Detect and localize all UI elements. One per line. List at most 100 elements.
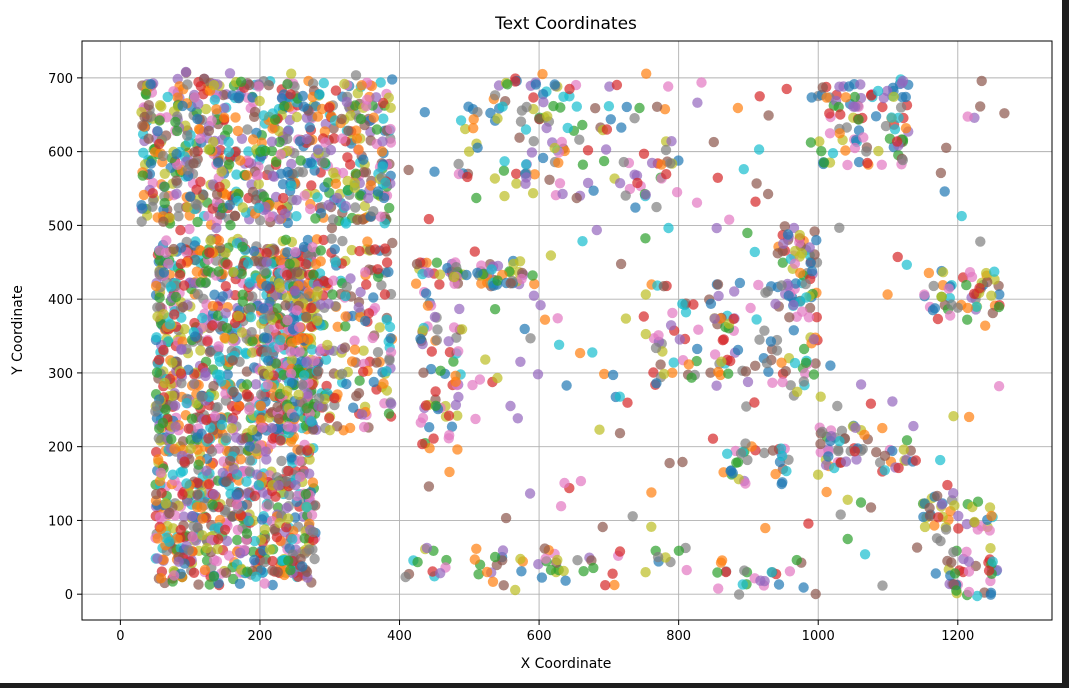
scatter-point: [330, 178, 342, 189]
scatter-point: [368, 206, 379, 217]
scatter-point: [453, 346, 464, 357]
scatter-point: [651, 201, 662, 213]
scatter-point: [207, 499, 218, 510]
scatter-point: [219, 112, 230, 123]
scatter-point: [782, 229, 794, 240]
scatter-point: [949, 568, 961, 579]
scatter-point: [667, 307, 678, 319]
scatter-point: [272, 303, 283, 314]
scatter-point: [614, 178, 626, 189]
scatter-point: [186, 413, 198, 424]
scatter-point: [833, 445, 844, 457]
scatter-point: [811, 235, 822, 246]
scatter-point: [417, 438, 428, 450]
scatter-point: [191, 432, 203, 443]
scatter-point: [943, 283, 954, 294]
scatter-point: [232, 534, 243, 546]
scatter-point: [472, 142, 483, 153]
scatter-point: [688, 299, 699, 310]
scatter-point: [599, 368, 610, 380]
scatter-point: [312, 286, 323, 297]
scatter-point: [305, 203, 316, 215]
scatter-point: [489, 90, 501, 101]
scatter-point: [339, 78, 350, 90]
scatter-point: [312, 315, 323, 326]
scatter-point: [805, 257, 816, 269]
scatter-point: [224, 199, 235, 211]
scatter-point: [295, 471, 306, 483]
scatter-point: [197, 312, 208, 324]
scatter-point: [168, 570, 180, 581]
scatter-point: [754, 91, 765, 102]
scatter-point: [634, 102, 645, 114]
scatter-point: [324, 102, 335, 113]
scatter-point: [272, 401, 283, 413]
scatter-point: [919, 289, 930, 300]
scatter-point: [849, 142, 861, 154]
scatter-point: [301, 403, 312, 414]
scatter-point: [217, 291, 228, 302]
scatter-point: [871, 447, 882, 458]
scatter-point: [555, 501, 567, 512]
scatter-point: [223, 550, 235, 561]
scatter-point: [930, 568, 941, 579]
scatter-point: [432, 324, 443, 335]
scatter-point: [674, 334, 685, 345]
scatter-point: [541, 122, 552, 134]
scatter-point: [253, 81, 264, 92]
scatter-point: [280, 208, 291, 219]
scatter-point: [434, 279, 445, 290]
scatter-point: [197, 530, 208, 541]
scatter-point: [281, 522, 292, 533]
scatter-point: [276, 93, 288, 104]
scatter-point: [170, 421, 181, 432]
scatter-point: [175, 524, 186, 536]
scatter-point: [290, 246, 301, 258]
scatter-point: [723, 368, 734, 379]
scatter-point: [219, 332, 230, 343]
scatter-point: [165, 281, 177, 292]
scatter-point: [273, 413, 285, 424]
scatter-point: [178, 280, 190, 291]
scatter-point: [720, 566, 732, 578]
scatter-point: [660, 144, 672, 156]
scatter-point: [492, 372, 503, 384]
scatter-point: [664, 457, 675, 469]
scatter-point: [285, 368, 297, 379]
scatter-point: [271, 156, 282, 168]
scatter-point: [558, 565, 569, 577]
scatter-point: [193, 579, 204, 590]
scatter-point: [740, 438, 751, 449]
scatter-point: [760, 522, 771, 534]
scatter-point: [535, 300, 546, 311]
scatter-point: [171, 148, 182, 160]
scatter-point: [424, 422, 435, 433]
scatter-point: [358, 154, 369, 165]
scatter-point: [158, 344, 169, 356]
scatter-point: [200, 103, 212, 115]
scatter-point: [369, 244, 381, 255]
scatter-point: [300, 259, 312, 270]
scatter-point: [798, 376, 809, 387]
scatter-point: [783, 290, 794, 301]
scatter-point: [515, 356, 526, 367]
scatter-point: [192, 113, 203, 125]
scatter-point: [365, 180, 376, 191]
scatter-point: [590, 103, 601, 114]
scatter-point: [208, 80, 220, 91]
scatter-point: [291, 194, 302, 206]
scatter-point: [206, 446, 218, 457]
scatter-point: [498, 165, 510, 176]
scatter-point: [850, 101, 861, 113]
scatter-point: [770, 298, 781, 310]
scatter-point: [443, 336, 454, 347]
scatter-point: [734, 277, 746, 289]
scatter-point: [520, 124, 532, 135]
scatter-point: [442, 262, 453, 274]
scatter-point: [267, 170, 278, 182]
scatter-point: [179, 323, 190, 335]
scatter-point: [320, 354, 332, 365]
scatter-point: [262, 379, 273, 390]
scatter-point: [949, 500, 960, 511]
scatter-point: [192, 477, 203, 488]
